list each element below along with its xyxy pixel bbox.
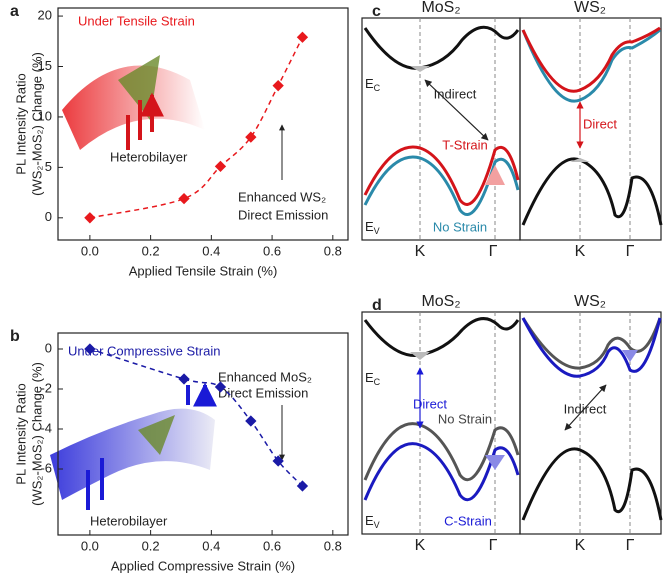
chart-title: Under Compressive Strain (68, 343, 220, 358)
x-tick-label: 0.6 (263, 538, 281, 553)
x-axis-label: Applied Compressive Strain (%) (111, 558, 295, 573)
k-point: Γ (626, 243, 635, 260)
diagram-title: WS₂ (574, 293, 606, 310)
x-tick-label: 0.8 (324, 538, 342, 553)
annotation: Enhanced WS₂ (238, 189, 326, 204)
band-diagram-d (361, 311, 663, 535)
data-point (272, 455, 284, 467)
band-label: Direct (413, 396, 447, 411)
inset-compressive (50, 385, 215, 510)
trend-line (89, 36, 304, 219)
x-tick-label: 0.6 (263, 243, 281, 258)
x-tick-label: 0.4 (202, 243, 220, 258)
data-point (296, 480, 309, 492)
diagram-title: MoS₂ (421, 293, 460, 310)
k-point: Γ (626, 537, 635, 554)
y-tick-label: 0 (45, 340, 52, 355)
k-point: K (415, 537, 426, 554)
y-tick-label: 5 (45, 159, 52, 174)
panel-label: a (10, 3, 19, 20)
k-point: Γ (489, 537, 498, 554)
y-tick-label: 15 (38, 58, 52, 73)
energy-main: E (365, 370, 374, 385)
data-point (214, 160, 227, 173)
y-tick-label: -6 (40, 460, 52, 475)
energy-sub: C (374, 83, 381, 93)
band-diagram-c (361, 17, 663, 241)
energy-label: EC (365, 370, 381, 387)
energy-main: E (365, 76, 374, 91)
k-point: K (575, 537, 586, 554)
y-tick-label: 10 (38, 108, 52, 123)
x-tick-label: 0.8 (324, 243, 342, 258)
plot-frame (57, 7, 349, 241)
y-tick-label: -4 (40, 420, 52, 435)
band-label: Indirect (434, 86, 477, 101)
panel-label: b (10, 328, 20, 345)
k-point: Γ (489, 243, 498, 260)
band-label: No Strain (433, 219, 487, 234)
data-point (84, 212, 96, 224)
band-label: C-Strain (444, 513, 492, 528)
annotation: Direct Emission (238, 207, 328, 222)
annotation: Direct Emission (218, 385, 308, 400)
y-axis-label: PL Intensity Ratio (13, 73, 28, 174)
k-point: K (415, 243, 426, 260)
energy-main: E (365, 219, 374, 234)
diagram-title: WS₂ (574, 0, 606, 16)
energy-label: EC (365, 76, 381, 93)
data-point (214, 381, 227, 393)
energy-sub: C (374, 377, 381, 387)
chart-title: Under Tensile Strain (78, 13, 195, 28)
energy-label: EV (365, 513, 380, 530)
x-tick-label: 0.4 (202, 538, 220, 553)
y-tick-label: 20 (38, 8, 52, 23)
panel-label: d (372, 297, 382, 314)
annotation: Heterobilayer (110, 149, 188, 164)
data-point (245, 131, 257, 143)
x-axis-label: Applied Tensile Strain (%) (129, 263, 278, 278)
plot-frame (57, 332, 349, 536)
x-tick-label: 0.2 (142, 243, 160, 258)
x-tick-label: 0.2 (142, 538, 160, 553)
inset-tensile (62, 55, 205, 150)
data-point (245, 415, 257, 427)
panel-label: c (372, 3, 381, 20)
y-axis-label: (WS₂-MoS₂) Change (%) (29, 52, 44, 196)
energy-label: EV (365, 219, 380, 236)
energy-sub: V (374, 520, 380, 530)
energy-main: E (365, 513, 374, 528)
y-tick-label: -2 (40, 380, 52, 395)
y-axis-label: PL Intensity Ratio (13, 383, 28, 484)
annotation: Heterobilayer (90, 513, 168, 528)
x-tick-label: 0.0 (81, 538, 99, 553)
energy-sub: V (374, 226, 380, 236)
band-label: T-Strain (442, 137, 488, 152)
k-point: K (575, 243, 586, 260)
annotation: Enhanced MoS₂ (218, 369, 312, 384)
data-point (178, 192, 190, 205)
band-label: No Strain (438, 411, 492, 426)
diagram-title: MoS₂ (421, 0, 460, 16)
x-tick-label: 0.0 (81, 243, 99, 258)
y-axis-label: (WS₂-MoS₂) Change (%) (29, 362, 44, 506)
data-point (272, 80, 284, 92)
band-label: Indirect (564, 401, 607, 416)
data-point (296, 31, 309, 43)
data-point (178, 373, 190, 385)
band-label: Direct (583, 116, 617, 131)
y-tick-label: 0 (45, 209, 52, 224)
